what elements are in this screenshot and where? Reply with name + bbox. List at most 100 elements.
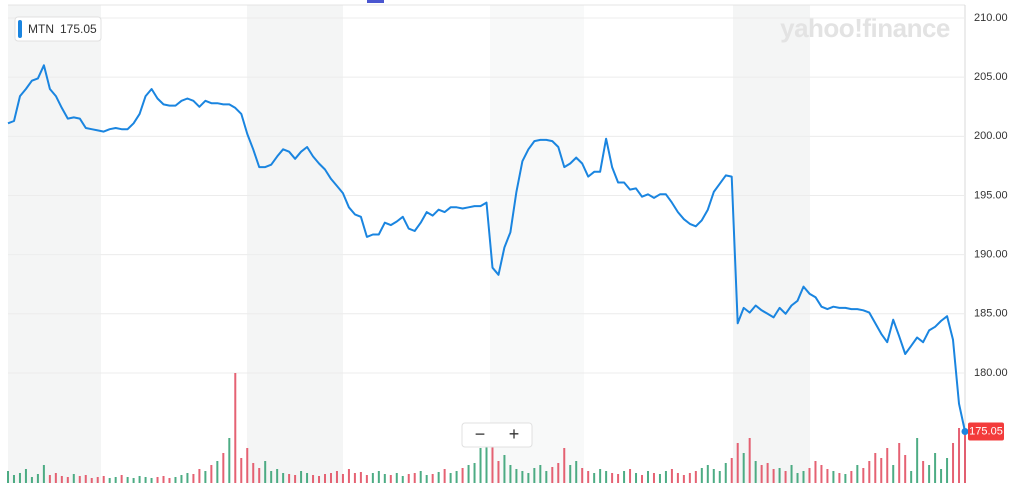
volume-bar bbox=[503, 455, 506, 483]
volume-bar bbox=[682, 475, 685, 483]
volume-bar bbox=[443, 469, 446, 483]
volume-bar bbox=[880, 458, 883, 483]
volume-bar bbox=[54, 473, 57, 483]
volume-bar bbox=[605, 471, 608, 483]
volume-bar bbox=[192, 474, 195, 483]
volume-bar bbox=[940, 469, 943, 483]
last-point bbox=[961, 428, 969, 436]
volume-bar bbox=[174, 477, 177, 483]
y-tick-label: 190.00 bbox=[974, 249, 1008, 261]
volume-bar bbox=[724, 463, 727, 483]
volume-bar bbox=[784, 471, 787, 483]
volume-bar bbox=[712, 469, 715, 483]
volume-bar bbox=[730, 458, 733, 483]
volume-bar bbox=[611, 473, 614, 483]
volume-bar bbox=[114, 477, 117, 483]
zoom-out[interactable]: − bbox=[475, 424, 486, 444]
volume-bar bbox=[862, 468, 865, 483]
volume-bar bbox=[66, 477, 69, 483]
volume-bar bbox=[910, 471, 913, 483]
volume-bar bbox=[820, 465, 823, 483]
legend-box bbox=[14, 16, 102, 42]
volume-bar bbox=[868, 461, 871, 483]
volume-bar bbox=[7, 471, 9, 483]
zoom-controls: − + bbox=[461, 422, 533, 448]
volume-bar bbox=[706, 465, 709, 483]
volume-bar bbox=[856, 465, 859, 483]
volume-bar bbox=[276, 469, 279, 483]
volume-bar bbox=[623, 471, 626, 483]
volume-bar bbox=[306, 473, 309, 483]
volume-bar bbox=[922, 461, 925, 483]
watermark: yahoo!finance bbox=[780, 13, 950, 43]
volume-bar bbox=[563, 448, 566, 483]
top-indicator bbox=[367, 0, 384, 3]
volume-bar bbox=[491, 433, 494, 483]
price-line bbox=[7, 64, 966, 432]
volume-bar bbox=[617, 474, 620, 483]
volume-bar bbox=[210, 465, 213, 483]
volume-bar bbox=[802, 471, 805, 483]
volume-bar bbox=[335, 471, 338, 483]
price-tag bbox=[968, 422, 1004, 441]
volume-bar bbox=[892, 465, 895, 483]
volume-bar bbox=[838, 473, 841, 483]
volume-bar bbox=[258, 468, 261, 483]
volume-bar bbox=[96, 477, 99, 483]
volume-bar bbox=[515, 469, 518, 483]
volume-bar bbox=[497, 461, 500, 483]
volume-bar bbox=[646, 471, 649, 483]
volume-bar bbox=[12, 475, 15, 483]
volume-bar bbox=[36, 474, 39, 483]
volume-bar bbox=[180, 475, 183, 483]
volume-bar bbox=[383, 474, 386, 483]
volume-bar bbox=[419, 471, 422, 483]
volume-bar bbox=[754, 461, 757, 483]
volume-bar bbox=[539, 465, 542, 483]
volume-bar bbox=[629, 469, 632, 483]
volume-bar bbox=[790, 465, 793, 483]
y-tick-label: 210.00 bbox=[974, 12, 1008, 24]
zoom-box bbox=[461, 422, 533, 448]
volume-bar bbox=[84, 475, 87, 483]
volume-bar bbox=[413, 473, 416, 483]
volume-bar bbox=[766, 463, 769, 483]
volume-bar bbox=[449, 473, 452, 483]
volume-bar bbox=[958, 428, 961, 483]
volume-bar bbox=[844, 474, 847, 483]
volume-bar bbox=[760, 465, 763, 483]
price-tag-label: 175.05 bbox=[969, 425, 1003, 437]
volume-bar bbox=[479, 448, 482, 483]
volume-bar bbox=[874, 453, 877, 483]
volume-bar bbox=[138, 476, 141, 483]
volume-bar bbox=[347, 469, 350, 483]
y-tick-label: 200.00 bbox=[974, 130, 1008, 142]
volume-bar bbox=[228, 438, 231, 483]
volume-bar bbox=[635, 473, 638, 483]
volume-bar bbox=[78, 476, 81, 483]
volume-bar bbox=[509, 465, 512, 483]
volume-bar bbox=[670, 469, 673, 483]
volume-bar bbox=[407, 474, 410, 483]
volume-bar bbox=[162, 476, 165, 483]
zoom-in[interactable]: + bbox=[509, 424, 520, 444]
volume-bar bbox=[246, 448, 249, 483]
volume-bar bbox=[282, 473, 285, 483]
volume-bar bbox=[575, 461, 578, 483]
volume-bar bbox=[90, 478, 93, 483]
volume-bar bbox=[234, 373, 237, 483]
plot bbox=[7, 17, 969, 483]
volume-bar bbox=[353, 473, 356, 483]
volume-bar bbox=[341, 474, 344, 483]
volume-bar bbox=[850, 471, 853, 483]
volume-bar bbox=[48, 475, 51, 483]
volume-bar bbox=[377, 471, 380, 483]
volume-bar bbox=[324, 474, 327, 483]
y-tick-label: 180.00 bbox=[974, 367, 1008, 379]
volume-bar bbox=[437, 472, 440, 483]
volume-bar bbox=[814, 461, 817, 483]
volume-bar bbox=[718, 471, 721, 483]
volume-bar bbox=[694, 471, 697, 483]
volume-bar bbox=[898, 443, 901, 483]
